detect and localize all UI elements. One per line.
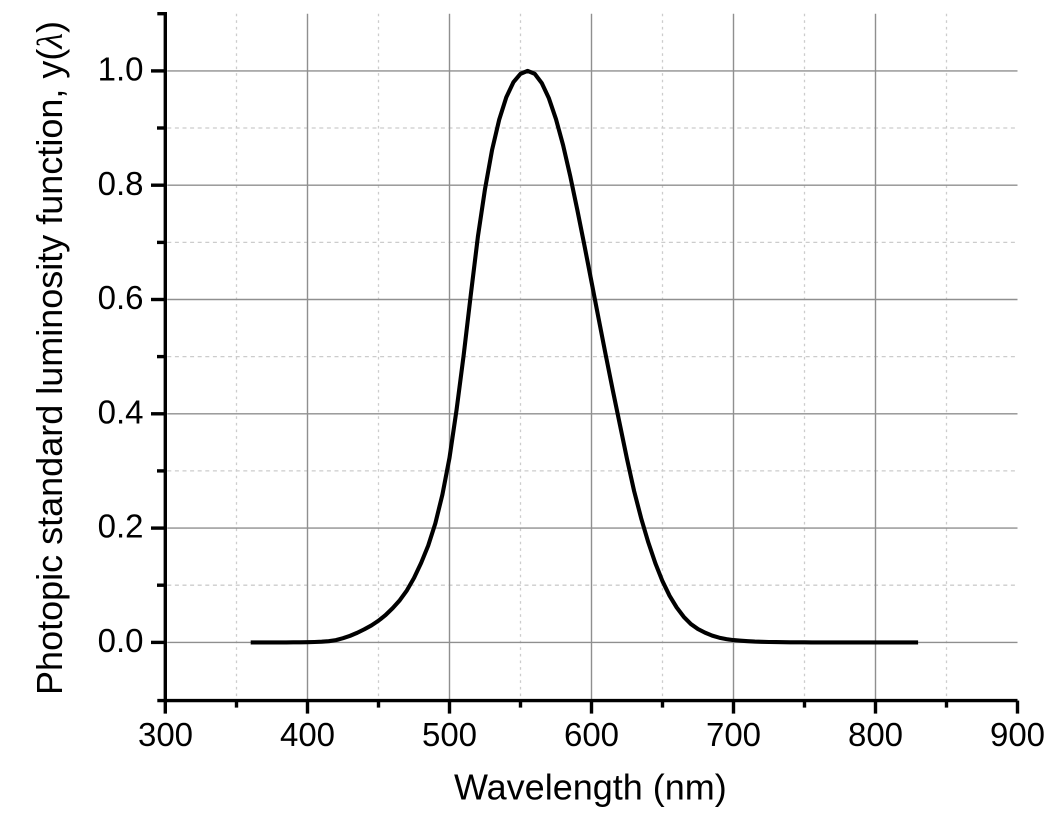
svg-text:300: 300 xyxy=(138,716,193,753)
svg-text:Wavelength (nm): Wavelength (nm) xyxy=(454,766,727,807)
svg-text:500: 500 xyxy=(422,716,477,753)
svg-text:0.0: 0.0 xyxy=(98,622,144,659)
svg-text:0.4: 0.4 xyxy=(98,393,144,430)
svg-text:400: 400 xyxy=(280,716,335,753)
svg-text:700: 700 xyxy=(706,716,761,753)
svg-text:0.8: 0.8 xyxy=(98,165,144,202)
svg-text:800: 800 xyxy=(848,716,903,753)
svg-text:1.0: 1.0 xyxy=(98,51,144,88)
svg-text:0.6: 0.6 xyxy=(98,279,144,316)
svg-text:0.2: 0.2 xyxy=(98,508,144,545)
svg-text:600: 600 xyxy=(564,716,619,753)
svg-text:Photopic standard luminosity f: Photopic standard luminosity function, y… xyxy=(29,21,70,695)
svg-text:900: 900 xyxy=(990,716,1045,753)
